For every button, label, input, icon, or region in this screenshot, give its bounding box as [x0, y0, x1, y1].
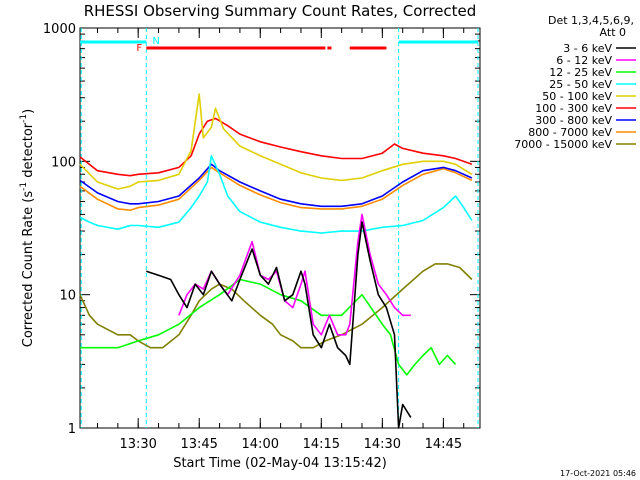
series-line: [79, 263, 473, 349]
series-line: [79, 117, 473, 177]
saa-flag-label: N: [152, 36, 159, 47]
y-tick-label: 1000: [43, 22, 76, 37]
series-line: [80, 278, 457, 376]
legend-label: 6 - 12 keV: [556, 54, 612, 67]
x-tick-label: 13:30: [119, 437, 156, 452]
flag-bars: NF: [80, 28, 479, 428]
x-tick-label: 14:30: [364, 437, 401, 452]
legend-label: 100 - 300 keV: [535, 102, 612, 115]
series-line: [79, 93, 473, 190]
legend-label: 3 - 6 keV: [563, 42, 612, 55]
y-axis-label: Corrected Count Rate (s-1 detector-1): [19, 109, 36, 347]
series-line: [146, 221, 412, 429]
x-tick-label: 14:15: [303, 437, 340, 452]
legend-label: 300 - 800 keV: [535, 114, 612, 127]
x-axis-label: Start Time (02-May-04 13:15:42): [173, 456, 387, 471]
legend-header-line2: Att 0: [600, 26, 626, 39]
y-tick-label: 100: [51, 155, 76, 170]
series-line: [79, 166, 473, 211]
timestamp: 17-Oct-2021 05:46: [560, 469, 636, 478]
legend-header-line1: Det 1,3,4,5,6,9,: [548, 14, 634, 27]
y-axis: 1 10 100 1000: [43, 22, 480, 437]
legend-label: 25 - 50 keV: [549, 78, 612, 91]
x-tick-label: 14:45: [425, 437, 462, 452]
chart-title: RHESSI Observing Summary Count Rates, Co…: [84, 2, 477, 20]
plot-frame: [79, 27, 481, 429]
y-tick-label: 10: [59, 289, 76, 304]
x-tick-label: 13:45: [180, 437, 217, 452]
legend-label: 800 - 7000 keV: [528, 126, 612, 139]
x-axis: 13:30 13:45 14:00 14:15 14:30 14:45: [96, 28, 465, 452]
series-line: [79, 163, 473, 208]
legend-label: 7000 - 15000 keV: [514, 138, 612, 151]
x-tick-label: 14:00: [242, 437, 279, 452]
legend-label: 12 - 25 keV: [549, 66, 612, 79]
series-line: [79, 155, 473, 234]
series-lines: [79, 93, 473, 429]
legend-label: 50 - 100 keV: [542, 90, 612, 103]
y-tick-label: 1: [68, 422, 76, 437]
flare-flag-label: F: [136, 43, 142, 54]
